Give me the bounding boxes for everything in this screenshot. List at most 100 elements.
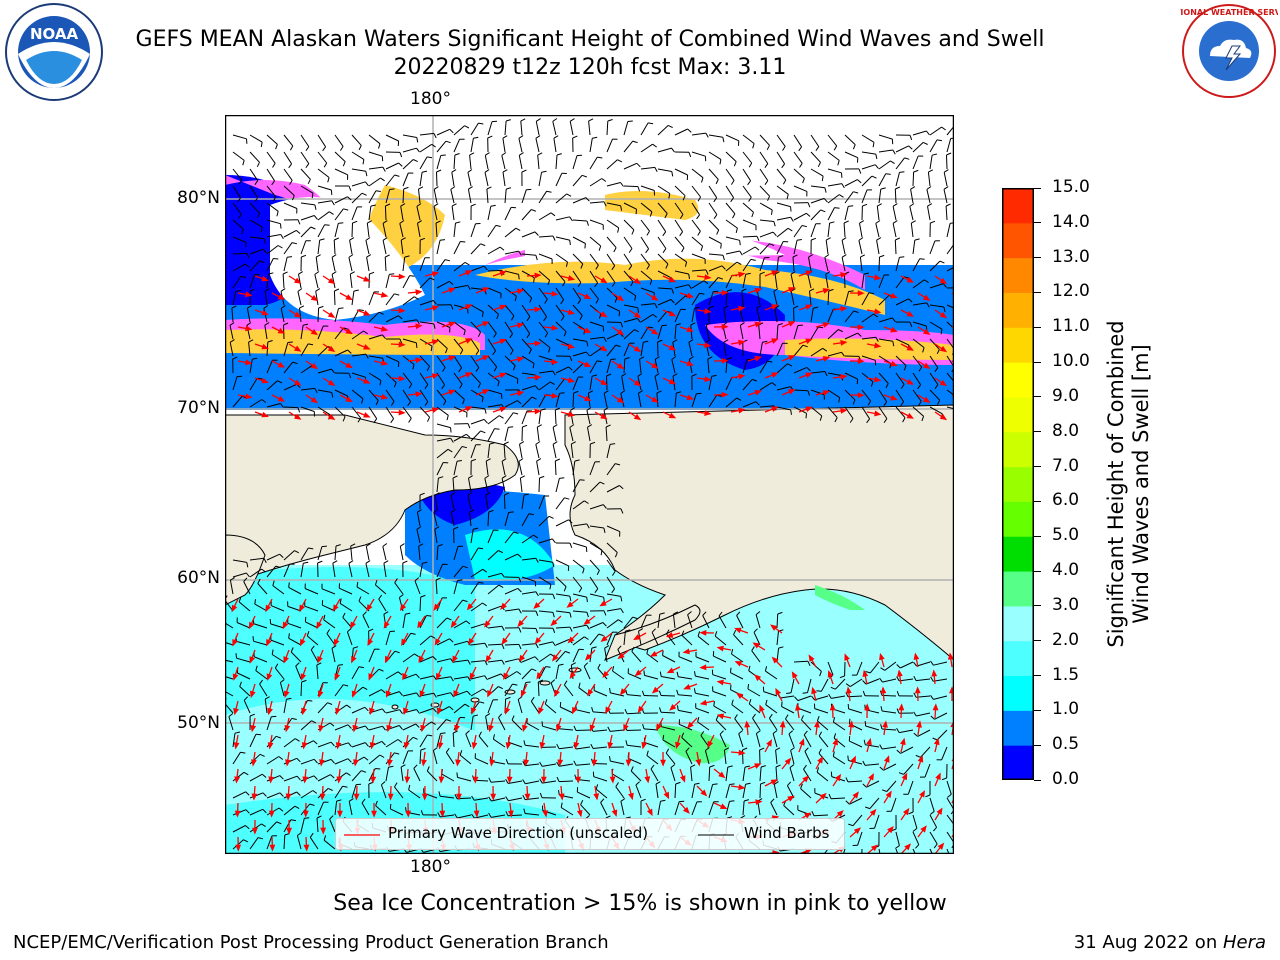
wind-barb [249, 168, 259, 181]
wind-barb [572, 270, 582, 283]
wind-barb-flag [415, 723, 420, 728]
wind-barb [912, 338, 925, 348]
wind-barb [555, 639, 570, 646]
wind-barb [861, 372, 874, 383]
wind-barb-flag [803, 764, 807, 770]
wind-barb [538, 287, 548, 300]
wind-barb [487, 269, 503, 272]
wave-arrow-head [505, 742, 512, 750]
wind-barb-flag [505, 811, 509, 817]
wind-barb [266, 151, 276, 164]
wind-barb [606, 525, 621, 533]
wind-barb-flag [321, 545, 327, 548]
wind-barb [606, 608, 621, 612]
wind-barb [572, 197, 587, 204]
wind-barb [232, 219, 244, 230]
wind-barb [487, 121, 493, 136]
wind-barb [691, 132, 706, 136]
wind-barb-flag [739, 240, 741, 246]
wind-barb [385, 631, 391, 646]
wind-barb-flag [314, 388, 318, 394]
wind-barb-flag [228, 713, 234, 717]
wave-arrow-head [233, 742, 240, 750]
wind-barb-flag [548, 347, 551, 353]
wind-barb [697, 721, 710, 731]
wind-barb-flag [229, 322, 235, 326]
wind-barb-flag [358, 596, 362, 602]
wind-barb [912, 171, 915, 187]
wind-barb [300, 387, 315, 391]
wind-barb [232, 202, 242, 215]
wind-barb [232, 825, 246, 833]
wind-barb [453, 659, 468, 663]
wind-barb [827, 207, 835, 221]
wind-barb [572, 321, 586, 330]
wind-barb [946, 321, 954, 330]
wind-barb [314, 274, 319, 289]
colorbar-tick-label: 0.5 [1052, 734, 1080, 755]
wave-height-map: Primary Wave Direction (unscaled) Wind B… [225, 115, 954, 854]
wind-barb [742, 401, 757, 408]
wind-barb-flag [409, 275, 415, 277]
wind-barb-flag [930, 715, 935, 720]
wind-barb-flag [658, 690, 662, 696]
wind-barb-flag [316, 815, 322, 819]
wind-barb [266, 756, 280, 765]
wind-barb [470, 122, 479, 136]
wind-barb-flag [759, 747, 765, 751]
wind-barb-flag [828, 693, 832, 699]
wave-arrow-head [832, 737, 838, 746]
wind-barb-flag [899, 171, 905, 173]
wave-arrow-head [771, 270, 779, 276]
wind-barb [793, 366, 808, 374]
wind-barb [731, 704, 744, 714]
wind-barb-flag [591, 707, 594, 713]
wind-barb [623, 140, 634, 153]
wind-barb-flag [427, 416, 431, 422]
wind-barb-flag [675, 323, 681, 326]
wind-barb-flag [705, 132, 709, 138]
wave-arrow-head [844, 653, 850, 661]
wind-barb [368, 725, 383, 731]
wind-barb-flag [434, 492, 440, 496]
wind-barb [348, 801, 353, 816]
wind-barb [570, 444, 574, 459]
wind-barb [487, 643, 503, 646]
wind-barb [575, 729, 591, 731]
wind-barb-flag [707, 356, 713, 360]
wave-arrow-head [404, 776, 411, 784]
lat-label-50: 50°N [177, 713, 220, 733]
wave-arrow-head [663, 791, 670, 800]
wave-arrow-head [335, 742, 342, 750]
wind-barb [600, 802, 608, 816]
wind-barb [317, 134, 327, 148]
wave-arrow-head [840, 306, 848, 312]
wind-barb [333, 290, 336, 306]
wind-barb-flag [825, 271, 831, 275]
wind-barb [723, 308, 727, 323]
wind-barb-flag [781, 701, 783, 707]
wind-barb-flag [511, 315, 515, 321]
wind-barb [606, 138, 613, 153]
wind-barb [820, 678, 829, 692]
wave-arrow-head [327, 345, 336, 353]
wind-barb-flag [569, 626, 573, 632]
wind-barb-flag [535, 557, 539, 563]
wind-barb-flag [762, 340, 768, 343]
wind-barb-flag [243, 771, 249, 776]
wave-arrow-head [448, 287, 456, 294]
wind-barb [589, 633, 600, 646]
wind-barb [759, 168, 769, 181]
wind-barb-flag [862, 760, 866, 766]
wind-barb-flag [638, 390, 643, 394]
wind-barb-flag [890, 160, 895, 165]
wind-barb-flag [654, 167, 658, 173]
wind-barb-flag [942, 283, 947, 288]
wind-barb [450, 512, 455, 527]
wind-barb [793, 344, 804, 357]
wind-barb-flag [275, 144, 278, 150]
wave-arrow-head [738, 784, 746, 791]
wind-barb [810, 197, 825, 204]
wind-barb [552, 427, 557, 442]
wave-arrow-head [922, 362, 931, 369]
